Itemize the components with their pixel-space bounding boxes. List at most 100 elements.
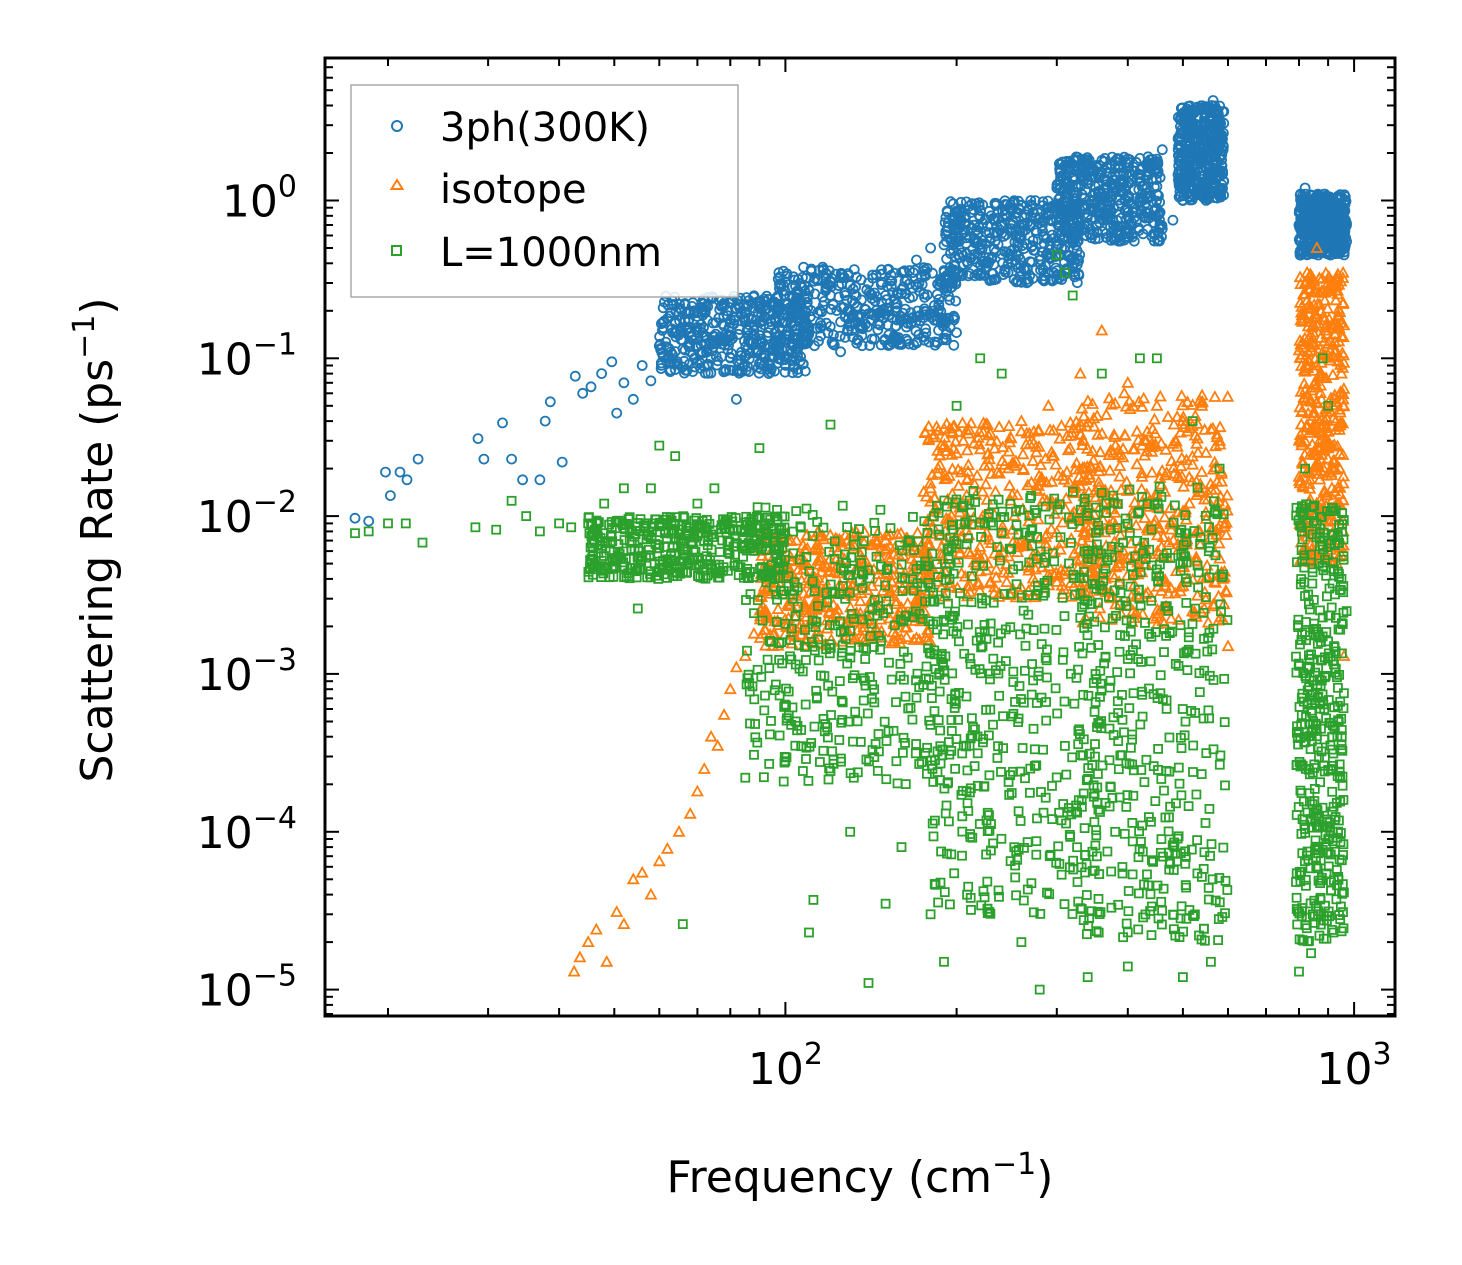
data-point [1071, 245, 1083, 257]
data-point [763, 368, 775, 380]
data-point [1069, 174, 1081, 186]
data-point [1123, 196, 1134, 207]
data-point [961, 196, 972, 208]
data-point [1015, 231, 1027, 243]
data-point [908, 512, 918, 522]
data-point [644, 887, 658, 900]
data-point [849, 318, 861, 330]
data-point [683, 806, 697, 819]
data-point [1057, 234, 1069, 246]
data-point [860, 654, 871, 664]
data-point [627, 393, 639, 405]
data-point [834, 735, 845, 745]
data-point [798, 766, 808, 776]
data-point [772, 300, 784, 312]
data-point [567, 964, 581, 977]
data-point [1167, 214, 1179, 226]
data-point [1096, 201, 1108, 213]
data-point [1133, 222, 1144, 234]
data-point [1336, 493, 1350, 506]
data-point [999, 246, 1011, 257]
data-point [723, 682, 737, 695]
data-point [803, 776, 814, 786]
data-point [948, 314, 960, 326]
data-point [349, 512, 361, 524]
data-point [770, 336, 781, 348]
data-point [1151, 202, 1162, 214]
data-point [635, 865, 649, 878]
data-point [1000, 575, 1014, 587]
data-point [918, 262, 930, 274]
data-point [891, 697, 901, 708]
data-point [815, 330, 826, 342]
data-point [972, 248, 983, 260]
data-point [786, 340, 798, 352]
data-point [1156, 220, 1168, 232]
data-point [666, 323, 678, 335]
data-point [973, 197, 985, 209]
data-point [979, 477, 993, 490]
data-point [676, 304, 687, 316]
data-point [1046, 229, 1058, 241]
data-point [955, 416, 970, 429]
data-point [764, 759, 775, 769]
data-point [729, 660, 743, 673]
data-point [821, 317, 832, 329]
data-point [743, 366, 755, 378]
data-point [723, 329, 734, 341]
data-point [856, 330, 868, 342]
data-point [754, 298, 765, 309]
data-point [1120, 156, 1132, 168]
data-point [866, 333, 878, 345]
data-point [886, 280, 897, 292]
data-point [577, 387, 589, 399]
data-point [1145, 191, 1157, 203]
data-point [933, 299, 945, 310]
data-point [1082, 208, 1094, 220]
data-point [1016, 276, 1027, 288]
data-point [982, 220, 993, 232]
data-point [828, 339, 840, 351]
data-point [1026, 241, 1037, 253]
data-point [743, 295, 755, 306]
data-point [799, 329, 810, 340]
data-point [885, 269, 897, 281]
data-point [875, 504, 886, 515]
data-point [834, 330, 846, 342]
data-point [855, 737, 866, 747]
data-point [1047, 448, 1061, 461]
data-point [1036, 220, 1048, 232]
data-point [825, 303, 837, 315]
data-point [941, 334, 952, 346]
data-point [729, 302, 741, 314]
data-point [799, 365, 811, 377]
data-point [394, 466, 406, 478]
data-point [636, 360, 648, 371]
data-point [887, 287, 898, 299]
data-point [1034, 250, 1046, 262]
data-point [835, 346, 846, 358]
data-point [999, 264, 1011, 275]
data-point [1121, 375, 1135, 388]
data-point [787, 367, 799, 379]
data-point [816, 306, 827, 318]
data-point [660, 841, 674, 854]
data-point [1026, 454, 1040, 466]
data-point [929, 339, 941, 351]
data-point [1100, 232, 1112, 243]
data-point [722, 344, 734, 356]
data-point [684, 322, 696, 334]
data-point [908, 339, 920, 351]
data-point [839, 287, 851, 299]
data-point [1147, 412, 1162, 425]
data-point [556, 456, 568, 468]
data-point [852, 716, 863, 727]
data-point [988, 243, 1000, 255]
data-point [1057, 207, 1068, 219]
data-point [813, 655, 824, 666]
data-point [1081, 394, 1095, 407]
data-point [1156, 144, 1168, 156]
data-point [798, 261, 809, 273]
data-point [401, 474, 413, 486]
data-point [935, 725, 945, 736]
